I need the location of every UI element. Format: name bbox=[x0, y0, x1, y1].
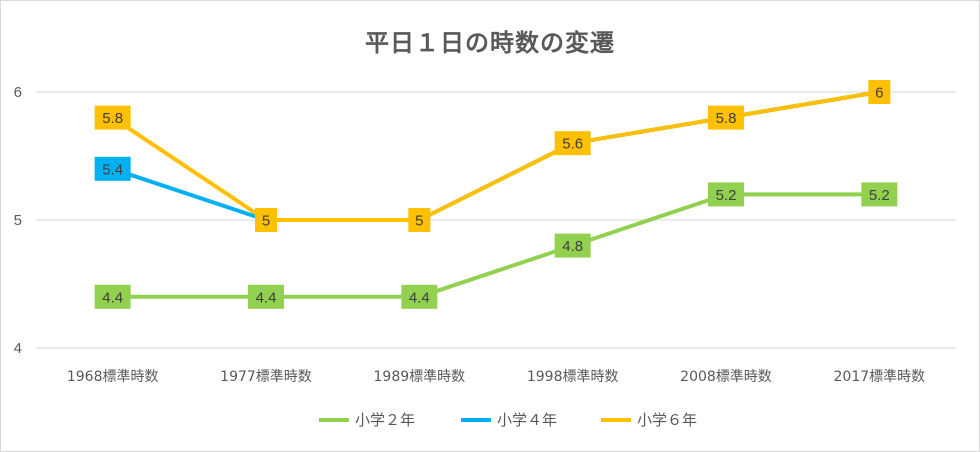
x-tick-label: 1977標準時数 bbox=[220, 369, 312, 385]
data-label: 5 bbox=[415, 213, 423, 230]
x-tick-label: 2017標準時数 bbox=[834, 369, 926, 385]
data-label: 5.6 bbox=[562, 136, 583, 153]
data-label-box bbox=[861, 182, 898, 207]
data-label: 4.8 bbox=[562, 238, 583, 255]
data-label: 5.2 bbox=[869, 187, 890, 204]
x-tick-label: 1989標準時数 bbox=[374, 369, 466, 385]
data-label-box bbox=[708, 105, 744, 130]
data-label-box bbox=[554, 131, 591, 156]
series-line-1 bbox=[110, 192, 882, 299]
y-tick-label: 5 bbox=[14, 212, 22, 229]
data-label: 4.4 bbox=[409, 289, 430, 306]
data-label-box bbox=[868, 80, 891, 104]
x-tick-label: 1998標準時数 bbox=[527, 369, 619, 385]
data-label: 5.2 bbox=[716, 187, 737, 204]
data-label: 5.8 bbox=[716, 110, 737, 127]
data-label-box bbox=[94, 105, 131, 130]
x-tick-label: 2008標準時数 bbox=[680, 369, 772, 385]
data-label-box bbox=[401, 284, 438, 309]
data-label-box bbox=[708, 182, 744, 207]
data-label-box bbox=[554, 233, 591, 258]
data-label: 4.4 bbox=[256, 289, 277, 306]
x-tick-label: 1968標準時数 bbox=[67, 369, 159, 385]
series-line-3 bbox=[110, 90, 882, 222]
chart-title: 平日１日の時数の変遷 bbox=[365, 29, 615, 57]
data-label: 5.8 bbox=[102, 110, 123, 127]
data-label-box bbox=[408, 208, 431, 232]
legend-label: 小学６年 bbox=[637, 411, 697, 429]
legend-label: 小学４年 bbox=[497, 411, 557, 429]
data-label-box bbox=[248, 284, 284, 309]
data-label: 5 bbox=[262, 213, 270, 230]
data-label: 5.4 bbox=[102, 161, 123, 178]
data-label-box bbox=[255, 208, 277, 232]
y-tick-label: 6 bbox=[14, 84, 22, 101]
legend-label: 小学２年 bbox=[355, 411, 415, 429]
y-tick-label: 4 bbox=[14, 340, 22, 357]
data-label: 6 bbox=[875, 85, 883, 102]
data-label: 4.4 bbox=[102, 289, 123, 306]
data-label-box bbox=[94, 284, 131, 309]
data-label-box bbox=[94, 156, 131, 181]
